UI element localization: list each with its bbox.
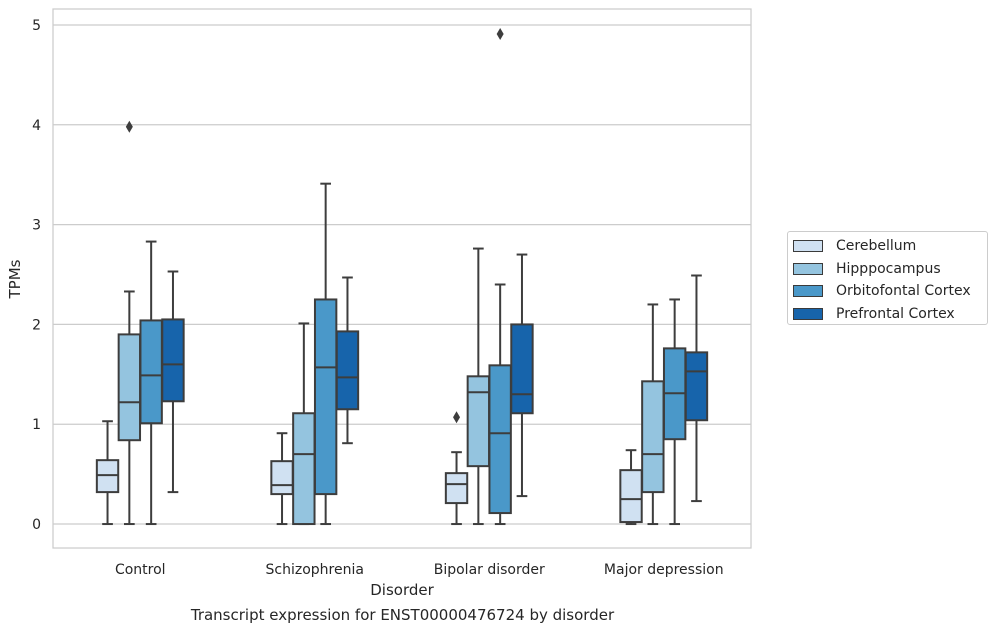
x-tick-label: Control <box>115 562 166 578</box>
box-hipppocampus <box>117 120 142 526</box>
outlier-point <box>453 411 461 424</box>
iqr-box <box>684 351 709 422</box>
box-hipppocampus <box>466 247 491 526</box>
plot-frame <box>52 8 752 549</box>
box-orbitofontal-cortex <box>662 298 687 526</box>
box-prefrontal-cortex <box>684 274 709 503</box>
box-prefrontal-cortex <box>161 270 185 494</box>
legend-item: Hipppocampus <box>793 259 941 279</box>
box-orbitofontal-cortex <box>139 240 163 526</box>
iqr-box <box>619 469 643 524</box>
legend-item: Orbitofontal Cortex <box>793 281 971 301</box>
tick-labels: 0 1 2 3 4 5 Control Schizophrenia Bipolar disord… <box>32 18 724 578</box>
legend-swatch <box>793 262 823 275</box>
outlier-point <box>496 27 504 40</box>
iqr-box <box>466 375 491 468</box>
legend-swatch <box>793 240 823 252</box>
iqr-box <box>335 330 360 411</box>
legend-label: Prefrontal Cortex <box>836 305 955 322</box>
iqr-box <box>641 380 665 494</box>
box-prefrontal-cortex <box>335 276 360 445</box>
legend: Cerebellum Hipppocampus Orbitofontal Corte… <box>787 231 988 325</box>
box-cerebellum <box>444 411 469 526</box>
y-tick-label: 4 <box>32 118 41 134</box>
box-cerebellum <box>270 432 294 526</box>
iqr-box <box>488 364 512 515</box>
chart-caption: Transcript expression for ENST0000047672… <box>190 606 615 624</box>
box-hipppocampus <box>641 303 665 526</box>
legend-swatch <box>793 285 823 297</box>
legend-swatch <box>793 307 823 320</box>
box-cerebellum <box>619 449 643 526</box>
x-tick-label: Bipolar disorder <box>434 562 545 578</box>
x-tick-label: Major depression <box>604 562 724 578</box>
iqr-box <box>292 412 316 526</box>
iqr-box <box>270 460 294 496</box>
y-tick-label: 3 <box>32 218 41 234</box>
box-cerebellum <box>95 420 120 526</box>
x-axis-label: Disorder <box>370 581 434 599</box>
x-tick-label: Schizophrenia <box>266 562 364 578</box>
y-tick-label: 5 <box>32 18 41 34</box>
iqr-box <box>510 323 534 415</box>
y-axis-label: TPMs <box>6 259 24 299</box>
legend-label: Hipppocampus <box>836 260 941 277</box>
legend-item: Prefrontal Cortex <box>793 304 955 324</box>
outlier-point <box>125 120 133 133</box>
iqr-box <box>444 472 469 505</box>
legend-label: Cerebellum <box>836 238 917 254</box>
legend-label: Orbitofontal Cortex <box>836 283 971 299</box>
y-tick-label: 0 <box>32 517 41 533</box>
legend-item: Cerebellum <box>793 236 916 256</box>
box-orbitofontal-cortex <box>488 27 512 526</box>
box-hipppocampus <box>292 322 316 526</box>
iqr-box <box>313 298 338 496</box>
y-tick-label: 1 <box>32 417 41 433</box>
iqr-box <box>117 333 142 442</box>
iqr-box <box>161 318 185 403</box>
y-tick-label: 2 <box>32 317 41 333</box>
box-orbitofontal-cortex <box>313 182 338 526</box>
iqr-box <box>139 319 163 425</box>
box-prefrontal-cortex <box>510 253 534 498</box>
boxes-layer <box>95 27 709 526</box>
